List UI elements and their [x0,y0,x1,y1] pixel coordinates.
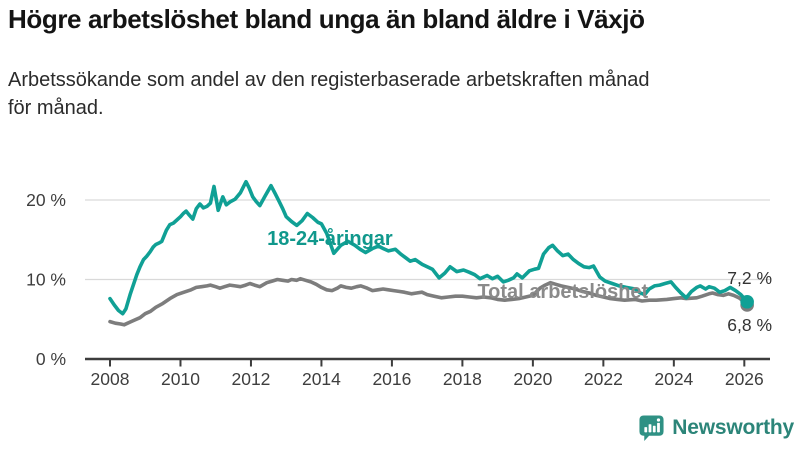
series-end-value-label: 6,8 % [727,315,772,335]
x-axis-tick-label: 2020 [513,369,552,389]
newsworthy-logo-icon [639,415,664,441]
series-end-value-label: 7,2 % [727,268,772,288]
x-axis-tick-label: 2014 [302,369,341,389]
y-axis-tick-label: 10 % [26,270,66,290]
x-axis-tick-label: 2026 [725,369,764,389]
x-axis-tick-label: 2008 [91,369,130,389]
x-axis-tick-label: 2016 [372,369,411,389]
brand-footer: Newsworthy [638,414,794,441]
x-axis-tick-label: 2022 [584,369,623,389]
page-title: Högre arbetslöshet bland unga än bland ä… [8,4,645,34]
series-line [108,276,749,327]
subtitle-line-1: Arbetssökande som andel av den registerb… [8,69,650,91]
series-inline-label: Total arbetslöshet [477,281,648,303]
series-line [108,179,749,316]
x-axis-tick-label: 2012 [231,369,270,389]
newsworthy-wordmark: Newsworthy [672,415,794,439]
x-axis-tick-label: 2018 [443,369,482,389]
series-end-dot [740,294,754,309]
x-axis-tick-label: 2024 [654,369,693,389]
y-axis-tick-label: 20 % [26,190,66,210]
series-inline-label: 18-24-åringar [267,227,393,250]
y-axis-tick-label: 0 % [36,349,66,369]
chart-subtitle: Arbetssökande som andel av den registerb… [8,66,650,122]
subtitle-line-2: för månad. [8,97,104,119]
x-axis-tick-label: 2010 [161,369,200,389]
